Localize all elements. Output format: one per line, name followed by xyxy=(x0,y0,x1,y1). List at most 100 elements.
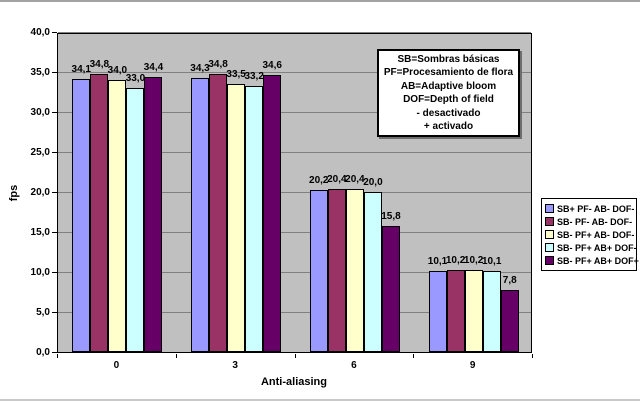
x-tick-mark xyxy=(532,354,533,358)
legend-label: SB- PF+ AB+ DOF+ xyxy=(557,255,639,266)
bar-9-s5 xyxy=(500,289,519,352)
y-tick-label: 40,0 xyxy=(30,27,50,38)
y-tick-mark xyxy=(52,72,57,73)
bar-value-label: 20,2 xyxy=(309,175,329,187)
y-tick-mark xyxy=(52,232,57,233)
legend-label: SB- PF+ AB+ DOF- xyxy=(557,242,637,253)
legend-marker-icon xyxy=(545,204,554,213)
bar-value-label: 10,2 xyxy=(445,255,466,267)
bar-value-label: 34,8 xyxy=(208,58,228,70)
y-tick-label: 35,0 xyxy=(30,67,50,78)
bar-9-s4 xyxy=(482,271,501,352)
bar-value-label: 10,1 xyxy=(427,256,448,268)
legend-label: SB+ PF- AB- DOF- xyxy=(557,203,635,214)
y-tick-mark xyxy=(52,192,57,193)
y-tick-label: 15,0 xyxy=(30,227,50,238)
x-tick-label: 9 xyxy=(469,360,476,371)
legend-item: SB- PF+ AB- DOF- xyxy=(545,228,634,241)
bar-0-s1 xyxy=(72,79,91,352)
x-tick-label: 3 xyxy=(232,360,238,371)
legend-label: SB- PF+ AB- DOF- xyxy=(557,229,635,240)
bar-value-label: 33,0 xyxy=(125,73,146,84)
bar-value-label: 20,0 xyxy=(363,177,383,188)
x-tick-mark xyxy=(57,354,58,358)
bar-0-s3 xyxy=(108,80,127,352)
bar-value-label: 34,0 xyxy=(107,65,128,76)
bar-3-s4 xyxy=(245,86,264,352)
gridline xyxy=(58,312,531,313)
bar-6-s3 xyxy=(345,188,364,352)
bar-value-label: 20,4 xyxy=(327,173,347,185)
y-tick-label: 10,0 xyxy=(30,267,50,278)
legend: SB+ PF- AB- DOF- SB- PF- AB- DOF- SB- PF+ … xyxy=(541,198,639,271)
gridline xyxy=(58,272,531,273)
x-tick-label: 6 xyxy=(351,360,357,371)
x-tick-mark xyxy=(294,354,296,358)
bar-0-s4 xyxy=(126,88,145,352)
annotation-line: SB=Sombras básicas xyxy=(397,53,500,65)
x-tick-mark xyxy=(413,354,415,358)
annotation-box: SB=Sombras básicas PF=Procesamiento de fl… xyxy=(377,49,520,137)
y-tick-label: 0,0 xyxy=(36,347,50,358)
y-tick-label: 20,0 xyxy=(30,187,50,198)
gridline xyxy=(58,32,531,33)
bar-value-label: 33,5 xyxy=(226,69,246,80)
legend-item: SB+ PF- AB- DOF- xyxy=(545,202,634,215)
legend-item: SB- PF+ AB+ DOF- xyxy=(545,241,637,254)
legend-marker-icon xyxy=(545,217,554,226)
annotation-line: PF=Procesamiento de flora xyxy=(383,67,514,78)
y-tick-mark xyxy=(52,152,57,153)
legend-marker-icon xyxy=(545,243,554,252)
bar-9-s1 xyxy=(428,271,447,352)
bar-value-label: 34,6 xyxy=(262,60,282,72)
y-tick-mark xyxy=(52,112,57,113)
gridline xyxy=(58,232,531,233)
y-tick-label: 25,0 xyxy=(30,147,50,158)
y-tick-label: 5,0 xyxy=(36,307,50,318)
legend-label: SB- PF- AB- DOF- xyxy=(557,216,633,227)
bar-0-s2 xyxy=(90,73,109,352)
y-tick-mark xyxy=(52,272,57,273)
bar-3-s1 xyxy=(191,77,210,352)
annotation-line: AB=Adaptive bloom xyxy=(400,80,497,92)
y-tick-mark xyxy=(52,352,57,353)
bar-6-s5 xyxy=(381,225,400,352)
gridline xyxy=(58,72,531,73)
bar-3-s5 xyxy=(263,75,282,352)
bar-3-s3 xyxy=(227,84,246,352)
bar-value-label: 33,2 xyxy=(244,71,264,83)
legend-item: SB- PF+ AB+ DOF+ xyxy=(545,254,639,267)
x-tick-label: 0 xyxy=(113,360,120,371)
y-tick-mark xyxy=(52,312,57,313)
bar-value-label: 20,4 xyxy=(345,173,365,185)
bar-value-label: 34,4 xyxy=(143,61,164,73)
bar-6-s4 xyxy=(363,192,382,352)
legend-item: SB- PF- AB- DOF- xyxy=(545,215,634,228)
bar-value-label: 7,8 xyxy=(502,274,517,286)
annotation-line: DOF=Depth of field xyxy=(403,94,494,105)
x-axis-title: Anti-aliasing xyxy=(260,376,327,388)
gridline xyxy=(58,192,531,193)
annotation-line: + activado xyxy=(423,121,474,132)
annotation-line: - desactivado xyxy=(416,107,481,119)
gridline xyxy=(58,112,531,113)
bar-value-label: 34,8 xyxy=(89,58,110,70)
gridline xyxy=(58,152,531,153)
x-tick-mark xyxy=(175,354,177,358)
top-border-line xyxy=(0,0,640,2)
y-tick-label: 30,0 xyxy=(30,107,50,118)
bar-value-label: 15,8 xyxy=(381,210,401,222)
bar-value-label: 10,2 xyxy=(463,255,484,267)
bar-3-s2 xyxy=(209,73,228,352)
bar-9-s2 xyxy=(446,270,465,352)
bar-9-s3 xyxy=(464,270,483,352)
bottom-border-line xyxy=(0,399,640,401)
bar-0-s5 xyxy=(144,76,163,352)
y-tick-mark xyxy=(52,32,57,33)
bar-6-s1 xyxy=(309,190,328,352)
bar-value-label: 34,3 xyxy=(190,62,210,74)
legend-marker-icon xyxy=(545,256,554,265)
legend-marker-icon xyxy=(545,230,554,239)
bar-value-label: 34,1 xyxy=(71,64,91,76)
